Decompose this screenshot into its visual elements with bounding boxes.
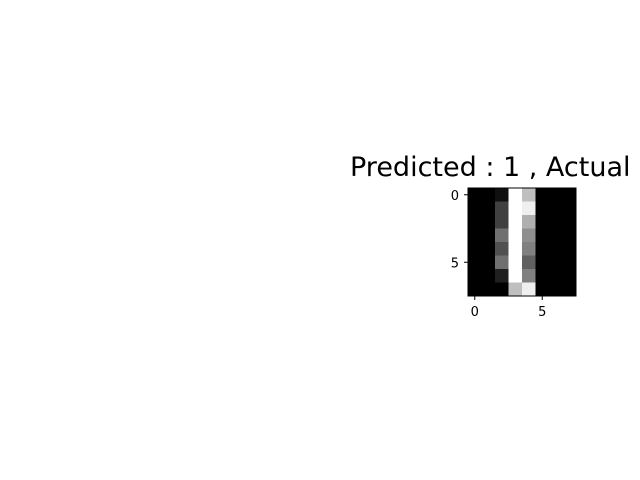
heatmap-cell-r4-c2 — [495, 242, 509, 256]
heatmap-cell-r2-c7 — [562, 215, 577, 229]
axes-frame — [467, 187, 577, 297]
heatmap-cell-r1-c2 — [495, 201, 509, 216]
heatmap-cell-r6-c0 — [468, 269, 482, 283]
heatmap-cell-r2-c1 — [481, 215, 496, 229]
heatmap-cell-r5-c2 — [495, 255, 509, 270]
heatmap-cell-r7-c1 — [481, 282, 496, 297]
heatmap-cell-r1-c1 — [481, 201, 496, 216]
heatmap-cell-r5-c4 — [522, 255, 536, 270]
heatmap-cell-r4-c6 — [549, 242, 563, 256]
heatmap-cell-r1-c5 — [535, 201, 550, 216]
heatmap-cell-r7-c4 — [522, 282, 536, 297]
heatmap-cell-r7-c5 — [535, 282, 550, 297]
heatmap-cell-r7-c3 — [508, 282, 523, 297]
heatmap-cell-r7-c7 — [562, 282, 577, 297]
heatmap-cell-r4-c3 — [508, 242, 523, 256]
heatmap-cell-r1-c7 — [562, 201, 577, 216]
heatmap-cell-r0-c6 — [549, 188, 563, 202]
heatmap-cell-r2-c2 — [495, 215, 509, 229]
heatmap-cell-r5-c6 — [549, 255, 563, 270]
heatmap-cell-r1-c6 — [549, 201, 563, 216]
heatmap-cell-r2-c0 — [468, 215, 482, 229]
heatmap-cell-r6-c6 — [549, 269, 563, 283]
heatmap-cell-r1-c3 — [508, 201, 523, 216]
heatmap-cell-r5-c5 — [535, 255, 550, 270]
heatmap-cell-r4-c0 — [468, 242, 482, 256]
heatmap-cell-r0-c3 — [508, 188, 523, 202]
heatmap-cell-r3-c3 — [508, 228, 523, 243]
heatmap-cell-r3-c2 — [495, 228, 509, 243]
heatmap-cell-r3-c7 — [562, 228, 577, 243]
heatmap-cell-r2-c6 — [549, 215, 563, 229]
heatmap-cell-r4-c7 — [562, 242, 577, 256]
heatmap-cell-r5-c1 — [481, 255, 496, 270]
heatmap-cell-r0-c2 — [495, 188, 509, 202]
heatmap-cell-r2-c3 — [508, 215, 523, 229]
heatmap-cell-r5-c3 — [508, 255, 523, 270]
heatmap-cell-r7-c0 — [468, 282, 482, 297]
heatmap-cell-r7-c2 — [495, 282, 509, 297]
heatmap-cell-r4-c4 — [522, 242, 536, 256]
heatmap-cell-r4-c1 — [481, 242, 496, 256]
heatmap-cell-r6-c4 — [522, 269, 536, 283]
heatmap-cells — [468, 188, 577, 297]
heatmap-cell-r3-c6 — [549, 228, 563, 243]
heatmap-cell-r6-c5 — [535, 269, 550, 283]
heatmap-cell-r0-c4 — [522, 188, 536, 202]
heatmap-cell-r6-c3 — [508, 269, 523, 283]
heatmap-cell-r0-c5 — [535, 188, 550, 202]
y-axis: 05 — [451, 189, 468, 271]
heatmap-cell-r1-c4 — [522, 201, 536, 216]
heatmap-cell-r4-c5 — [535, 242, 550, 256]
heatmap-cell-r2-c4 — [522, 215, 536, 229]
heatmap-cell-r5-c7 — [562, 255, 577, 270]
heatmap-cell-r0-c1 — [481, 188, 496, 202]
x-tick-label-0: 0 — [471, 305, 479, 320]
heatmap-cell-r7-c6 — [549, 282, 563, 297]
y-tick-label-5: 5 — [451, 256, 459, 271]
heatmap-cell-r6-c7 — [562, 269, 577, 283]
heatmap-cell-r3-c0 — [468, 228, 482, 243]
heatmap-cell-r6-c2 — [495, 269, 509, 283]
chart-title: Predicted : 1 , Actual — [350, 152, 631, 183]
x-tick-label-5: 5 — [538, 305, 546, 320]
heatmap-cell-r1-c0 — [468, 201, 482, 216]
heatmap-cell-r5-c0 — [468, 255, 482, 270]
heatmap-cell-r6-c1 — [481, 269, 496, 283]
heatmap-cell-r0-c7 — [562, 188, 577, 202]
y-tick-label-0: 0 — [451, 189, 459, 204]
heatmap-cell-r3-c4 — [522, 228, 536, 243]
heatmap-cell-r0-c0 — [468, 188, 482, 202]
heatmap-cell-r3-c1 — [481, 228, 496, 243]
heatmap-cell-r2-c5 — [535, 215, 550, 229]
heatmap-cell-r3-c5 — [535, 228, 550, 243]
